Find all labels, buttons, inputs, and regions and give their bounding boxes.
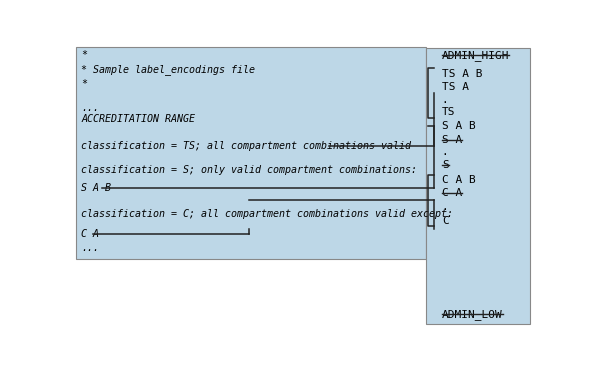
Text: C A: C A — [442, 188, 462, 198]
Text: TS: TS — [442, 108, 455, 117]
Text: C: C — [442, 216, 448, 226]
FancyBboxPatch shape — [426, 48, 531, 324]
Text: *: * — [81, 79, 87, 88]
Text: *: * — [81, 50, 87, 60]
Text: TS A: TS A — [442, 82, 469, 92]
Text: S: S — [442, 160, 448, 170]
Text: TS A B: TS A B — [442, 69, 482, 79]
Text: ...: ... — [81, 103, 99, 113]
Text: * Sample label_encodings file: * Sample label_encodings file — [81, 64, 255, 75]
Text: classification = S; only valid compartment combinations:: classification = S; only valid compartme… — [81, 165, 417, 175]
Text: ADMIN_HIGH: ADMIN_HIGH — [442, 50, 509, 61]
Text: classification = TS; all compartment combinations valid: classification = TS; all compartment com… — [81, 141, 411, 151]
Text: ...: ... — [81, 243, 99, 253]
FancyBboxPatch shape — [76, 47, 426, 259]
Text: classification = C; all compartment combinations valid except:: classification = C; all compartment comb… — [81, 208, 453, 219]
Text: .: . — [442, 201, 448, 211]
Text: S A B: S A B — [81, 183, 111, 193]
Text: S A B: S A B — [442, 121, 476, 131]
Text: C A B: C A B — [442, 175, 476, 185]
Text: .: . — [442, 95, 448, 105]
Text: .: . — [442, 147, 448, 157]
Text: C A: C A — [81, 229, 99, 239]
Text: S A: S A — [442, 135, 462, 145]
Text: ADMIN_LOW: ADMIN_LOW — [442, 309, 502, 320]
Text: ACCREDITATION RANGE: ACCREDITATION RANGE — [81, 114, 195, 124]
